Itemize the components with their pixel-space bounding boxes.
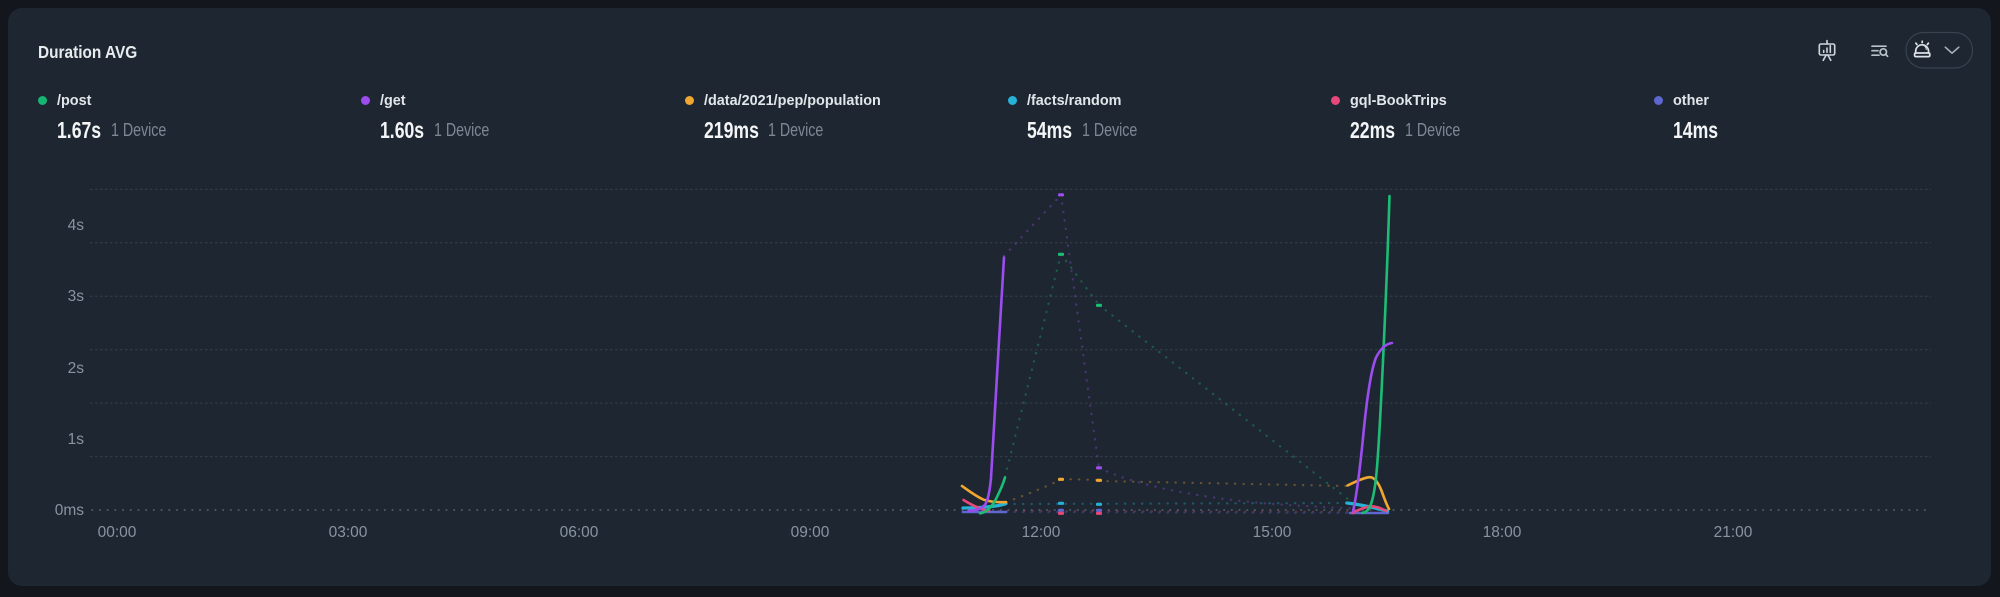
svg-text:12:00: 12:00: [1022, 524, 1061, 541]
svg-text:2s: 2s: [68, 360, 85, 377]
svg-text:00:00: 00:00: [98, 524, 137, 541]
svg-text:09:00: 09:00: [791, 524, 830, 541]
svg-text:1s: 1s: [68, 431, 85, 448]
svg-text:18:00: 18:00: [1483, 524, 1522, 541]
svg-text:03:00: 03:00: [329, 524, 368, 541]
svg-text:21:00: 21:00: [1714, 524, 1753, 541]
svg-text:3s: 3s: [68, 288, 85, 305]
svg-text:06:00: 06:00: [560, 524, 599, 541]
svg-text:4s: 4s: [68, 217, 85, 234]
svg-text:15:00: 15:00: [1253, 524, 1292, 541]
svg-text:0ms: 0ms: [55, 502, 85, 519]
